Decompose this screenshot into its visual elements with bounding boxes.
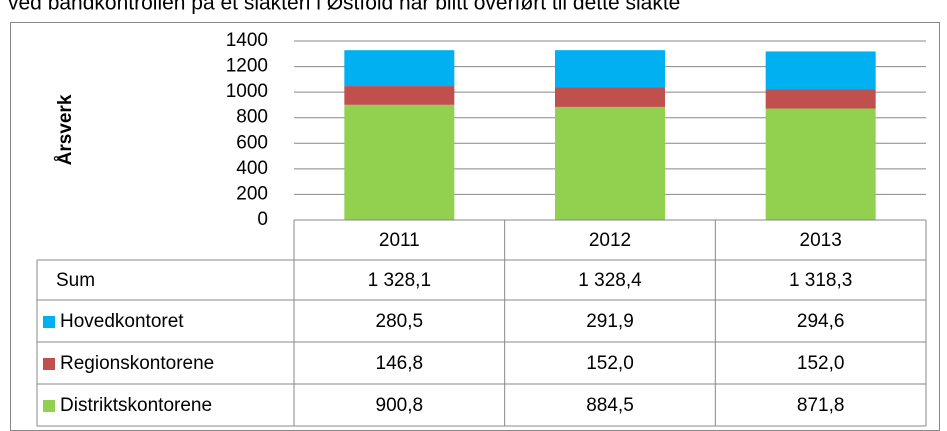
x-tick-label: 2013	[800, 230, 842, 251]
x-tick-label: 2011	[379, 230, 420, 251]
bar-segment	[555, 87, 665, 107]
bar-segment	[344, 104, 455, 220]
heading: ved bandkontrollen på et slakteri i Østf…	[8, 0, 680, 15]
bar-segment	[344, 50, 455, 87]
legend-swatch	[43, 400, 55, 412]
y-tick-label: 1000	[226, 81, 268, 102]
table-cell: 291,9	[586, 311, 634, 332]
y-tick-label: 800	[236, 107, 268, 128]
bar-segment	[555, 106, 665, 220]
row-label: Hovedkontoret	[60, 311, 184, 332]
row-label: Regionskontorene	[60, 353, 214, 374]
bar-segment	[765, 108, 876, 220]
table-cell: 152,0	[586, 353, 634, 374]
y-tick-label: 1200	[226, 56, 268, 77]
table-cell: 871,8	[797, 395, 845, 416]
y-axis-label: Årsverk	[55, 94, 76, 165]
table-cell: 900,8	[376, 395, 424, 416]
table-cell: 294,6	[797, 311, 845, 332]
bar-segment	[344, 86, 455, 105]
y-tick-label: 400	[236, 158, 268, 179]
y-tick-label: 200	[236, 183, 268, 204]
legend-swatch	[43, 316, 55, 328]
table-cell: 280,5	[376, 311, 424, 332]
table-cell: 146,8	[376, 353, 424, 374]
row-label: Sum	[56, 270, 95, 291]
y-tick-label: 0	[257, 209, 268, 230]
x-tick-label: 2012	[589, 230, 631, 251]
table-cell: 1 328,1	[368, 270, 431, 291]
table-cell: 152,0	[797, 353, 845, 374]
bar-segment	[765, 51, 876, 90]
table-cell: 1 328,4	[578, 270, 642, 291]
legend-swatch	[43, 358, 55, 370]
bar-segment	[555, 50, 665, 88]
row-label: Distriktskontorene	[60, 395, 212, 416]
table-cell: 884,5	[586, 395, 634, 416]
y-tick-label: 600	[236, 132, 268, 153]
bar-segment	[765, 89, 876, 109]
table-cell: 1 318,3	[789, 270, 852, 291]
y-tick-label: 1400	[226, 30, 268, 51]
